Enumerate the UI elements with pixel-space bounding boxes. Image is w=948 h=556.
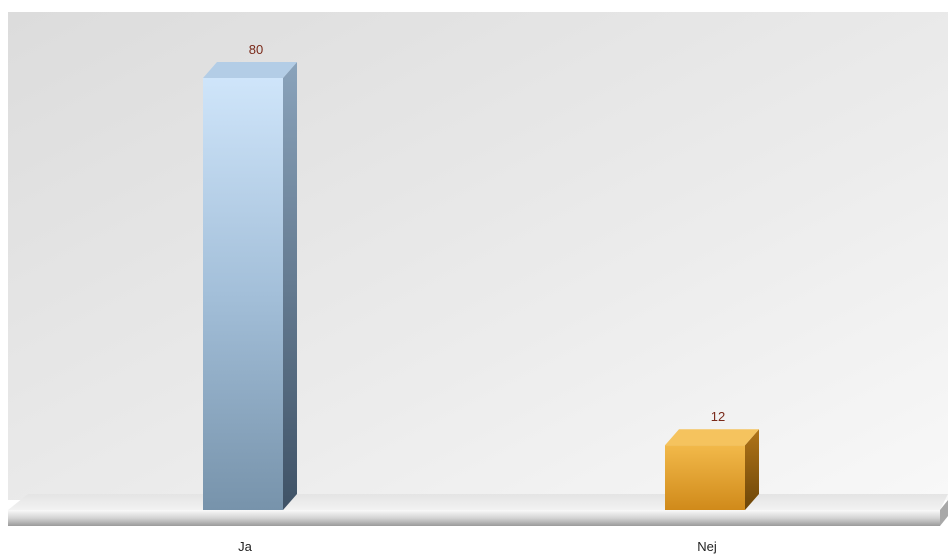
- floor-edge-side: [940, 500, 948, 526]
- bar-front: [203, 78, 283, 510]
- value-label-ja: 80: [249, 42, 263, 57]
- plot-background: [8, 12, 948, 500]
- value-label-nej: 12: [711, 409, 725, 424]
- bar-ja: [203, 62, 297, 510]
- value-labels: 80 12: [249, 42, 725, 424]
- plot-floor: [8, 494, 948, 510]
- bar-series: [203, 62, 759, 510]
- category-label-ja: Ja: [238, 539, 253, 554]
- category-label-nej: Nej: [697, 539, 717, 554]
- bar-top: [203, 62, 297, 78]
- bar-top: [665, 429, 759, 446]
- bar-nej: [665, 429, 759, 510]
- bar-front: [665, 445, 745, 510]
- bar-side: [283, 62, 297, 510]
- bar-side: [745, 429, 759, 510]
- category-labels: Ja Nej: [238, 539, 717, 554]
- floor-edge: [8, 510, 940, 526]
